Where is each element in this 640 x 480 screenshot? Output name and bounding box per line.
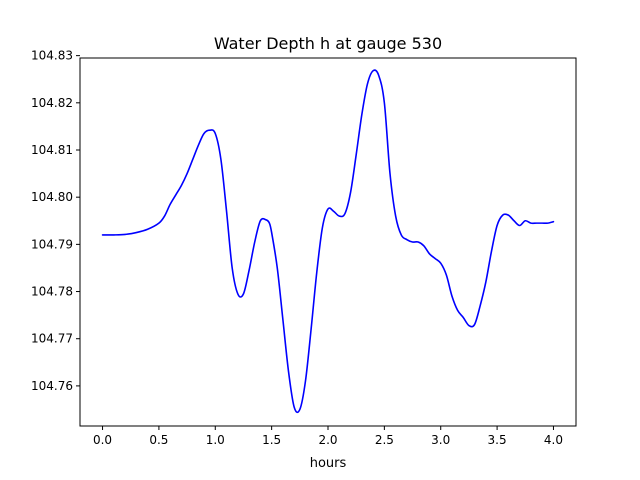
- x-tick-label: 0.0: [93, 433, 112, 447]
- chart-title: Water Depth h at gauge 530: [214, 34, 442, 53]
- x-tick-label: 2.0: [318, 433, 337, 447]
- y-tick-label: 104.79: [31, 237, 73, 251]
- series-layer: [101, 69, 555, 414]
- y-tick-label: 104.76: [31, 379, 73, 393]
- x-tick-label: 1.0: [206, 433, 225, 447]
- y-tick-label: 104.81: [31, 143, 73, 157]
- x-tick-label: 0.5: [149, 433, 168, 447]
- x-tick-label: 1.5: [262, 433, 281, 447]
- x-axis-label: hours: [310, 456, 347, 471]
- y-tick-label: 104.80: [31, 190, 73, 204]
- x-tick-label: 4.0: [544, 433, 563, 447]
- series-line: [101, 69, 555, 414]
- y-axis-ticks: 104.76 104.77 104.78 104.79 104.80 104.81 104.…: [31, 49, 80, 393]
- y-tick-label: 104.78: [31, 285, 73, 299]
- plot-area-frame: [79, 57, 577, 427]
- x-tick-label: 3.0: [431, 433, 450, 447]
- x-axis-ticks: 0.0 0.5 1.0 1.5 2.0 2.5 3.0 3.5 4.0: [93, 426, 563, 447]
- y-tick-label: 104.77: [31, 332, 73, 346]
- x-tick-label: 3.5: [488, 433, 507, 447]
- x-tick-label: 2.5: [375, 433, 394, 447]
- y-tick-label: 104.82: [31, 96, 73, 110]
- y-tick-label: 104.83: [31, 49, 73, 63]
